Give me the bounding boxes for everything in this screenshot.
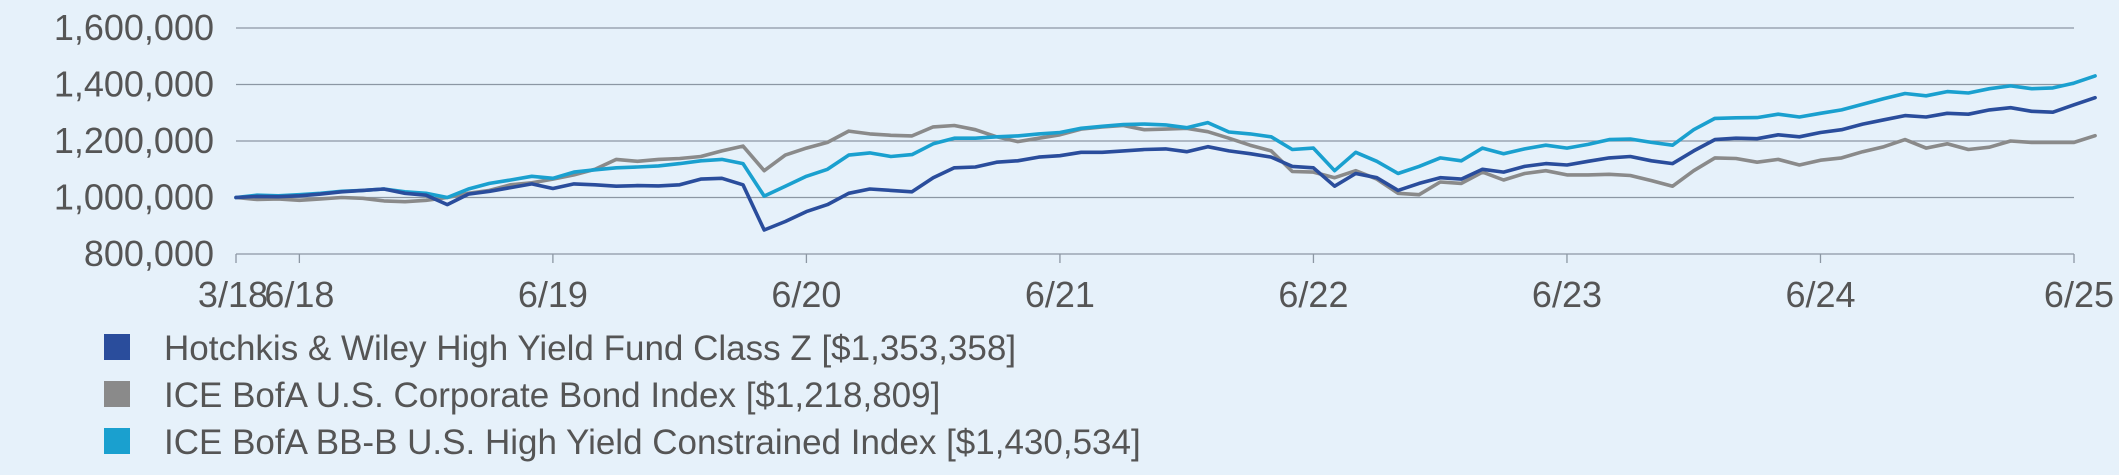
legend: Hotchkis & Wiley High Yield Fund Class Z… (104, 329, 1141, 462)
x-tick-label: 6/20 (771, 274, 841, 315)
grid-lines (236, 27, 2074, 255)
y-tick-label: 1,200,000 (54, 120, 214, 161)
legend-swatch (104, 428, 130, 454)
x-tick-label: 6/23 (1532, 274, 1602, 315)
x-tick-label: 6/25 (2044, 274, 2114, 315)
y-tick-label: 800,000 (84, 233, 214, 274)
series-line-1 (234, 123, 2097, 204)
legend-label: Hotchkis & Wiley High Yield Fund Class Z… (164, 329, 1016, 368)
legend-label: ICE BofA BB-B U.S. High Yield Constraine… (164, 423, 1141, 462)
y-tick-label: 1,600,000 (54, 7, 214, 48)
axes: 800,000 1,000,000 1,200,000 1,400,000 1,600,… (54, 7, 2114, 315)
legend-swatch (104, 381, 130, 407)
y-tick-label: 1,400,000 (54, 64, 214, 105)
x-tick-label: 6/19 (518, 274, 588, 315)
x-tick-label: 6/21 (1025, 274, 1095, 315)
x-tick-label: 3/18 (198, 274, 268, 315)
series-line-2 (234, 74, 2097, 200)
legend-swatch (104, 334, 130, 360)
y-tick-label: 1,000,000 (54, 177, 214, 218)
legend-label: ICE BofA U.S. Corporate Bond Index [$1,2… (164, 376, 940, 415)
series-line-0 (234, 95, 2097, 232)
x-tick-label: 6/22 (1278, 274, 1348, 315)
x-tick-label: 6/18 (264, 274, 334, 315)
series-lines (234, 74, 2097, 232)
x-tick-label: 6/24 (1785, 274, 1855, 315)
